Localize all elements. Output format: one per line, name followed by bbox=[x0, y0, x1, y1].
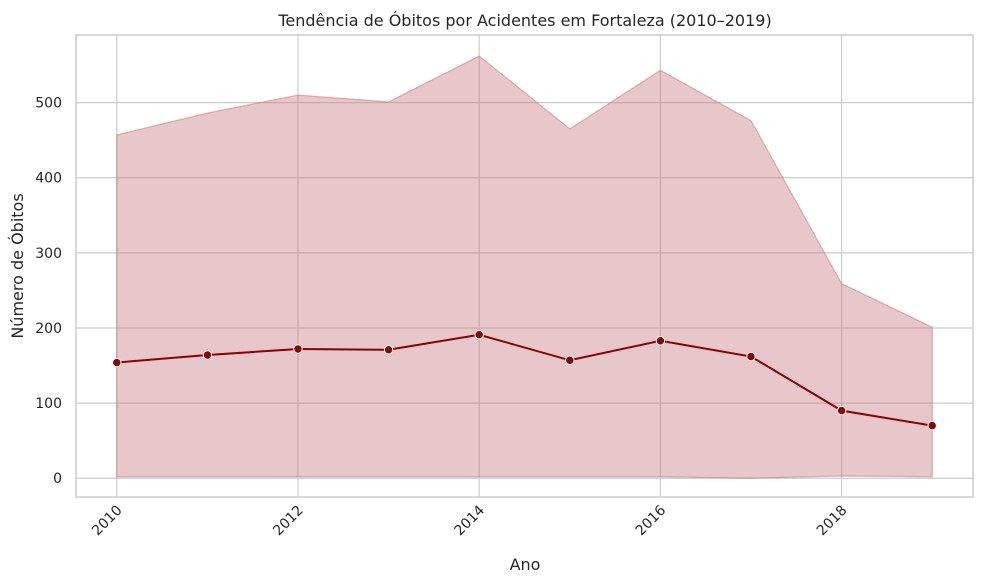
x-tick-label: 2010 bbox=[89, 503, 126, 540]
x-axis-ticks: 2010 2012 2014 2016 2018 bbox=[89, 502, 850, 539]
y-axis-ticks: 0 100 200 300 400 500 bbox=[35, 96, 62, 488]
confidence-band bbox=[116, 55, 933, 479]
data-markers bbox=[112, 330, 937, 431]
x-axis-label: Ano bbox=[510, 555, 541, 574]
plot-frame bbox=[75, 34, 974, 498]
data-point bbox=[202, 350, 213, 360]
y-tick-label: 0 bbox=[53, 471, 62, 487]
x-tick-label: 2016 bbox=[633, 502, 670, 539]
data-point bbox=[474, 330, 484, 340]
data-point bbox=[112, 357, 122, 368]
data-point bbox=[655, 336, 666, 346]
x-tick-label: 2014 bbox=[452, 502, 489, 539]
y-tick-label: 100 bbox=[35, 396, 62, 412]
x-tick-label: 2018 bbox=[814, 503, 851, 540]
x-tick-label: 2012 bbox=[270, 503, 307, 540]
y-axis-label: Número de Óbitos bbox=[8, 193, 27, 338]
y-tick-label: 300 bbox=[35, 246, 62, 262]
grid bbox=[76, 35, 973, 497]
data-point bbox=[293, 344, 303, 354]
data-point bbox=[565, 355, 575, 365]
y-tick-label: 500 bbox=[35, 96, 62, 112]
y-tick-label: 400 bbox=[35, 171, 62, 187]
data-point bbox=[746, 351, 756, 362]
series-line bbox=[116, 333, 933, 427]
chart-title: Tendência de Óbitos por Acidentes em For… bbox=[277, 11, 771, 30]
band-area bbox=[116, 55, 933, 479]
y-tick-label: 200 bbox=[35, 321, 62, 337]
data-point bbox=[927, 420, 937, 431]
line-path bbox=[116, 333, 933, 427]
data-point bbox=[383, 345, 394, 355]
data-point bbox=[836, 405, 847, 416]
